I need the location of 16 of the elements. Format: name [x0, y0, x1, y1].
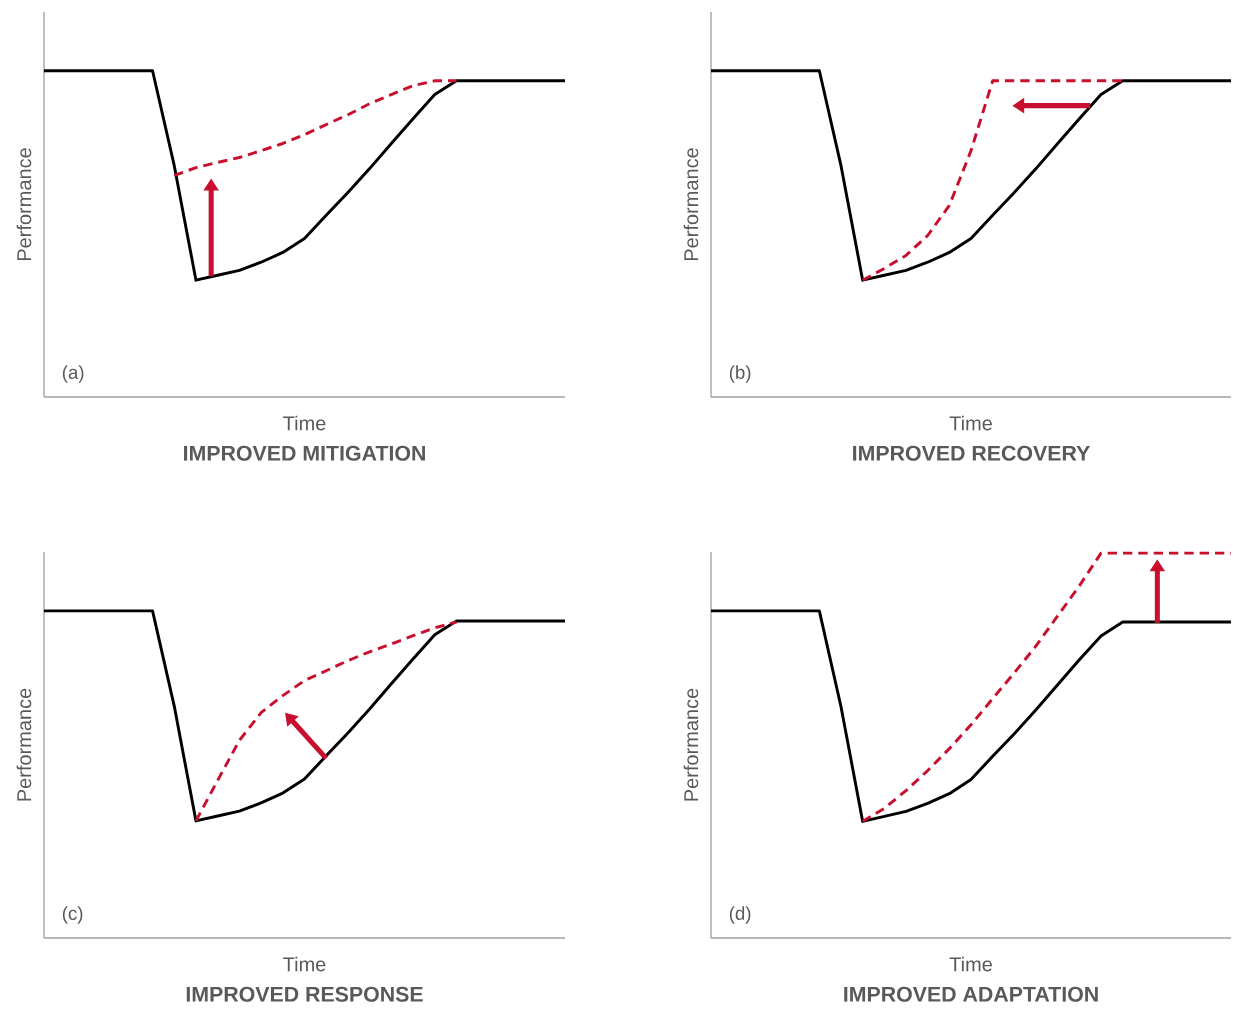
annotation: (c) [62, 906, 83, 924]
annotation: (b) [729, 365, 751, 383]
text: IMPROVED MITIGATION [184, 445, 425, 461]
text: IMPROVED RESPONSE [186, 986, 423, 1002]
y-axis-title: Performance [16, 148, 32, 261]
text: IMPROVED ADAPTATION [844, 986, 1098, 1002]
x-axis-title: Time [283, 956, 326, 972]
text: IMPROVED RECOVERY [853, 445, 1090, 461]
y-axis-title: Performance [683, 688, 699, 801]
annotation: (a) [62, 365, 84, 383]
y-axis-title: Performance [16, 688, 32, 801]
x-axis-title: Time [949, 956, 992, 972]
x-axis-title: Time [283, 415, 326, 431]
y-axis-title: Performance [683, 148, 699, 261]
annotation: (d) [729, 906, 751, 924]
x-axis-title: Time [949, 415, 992, 431]
